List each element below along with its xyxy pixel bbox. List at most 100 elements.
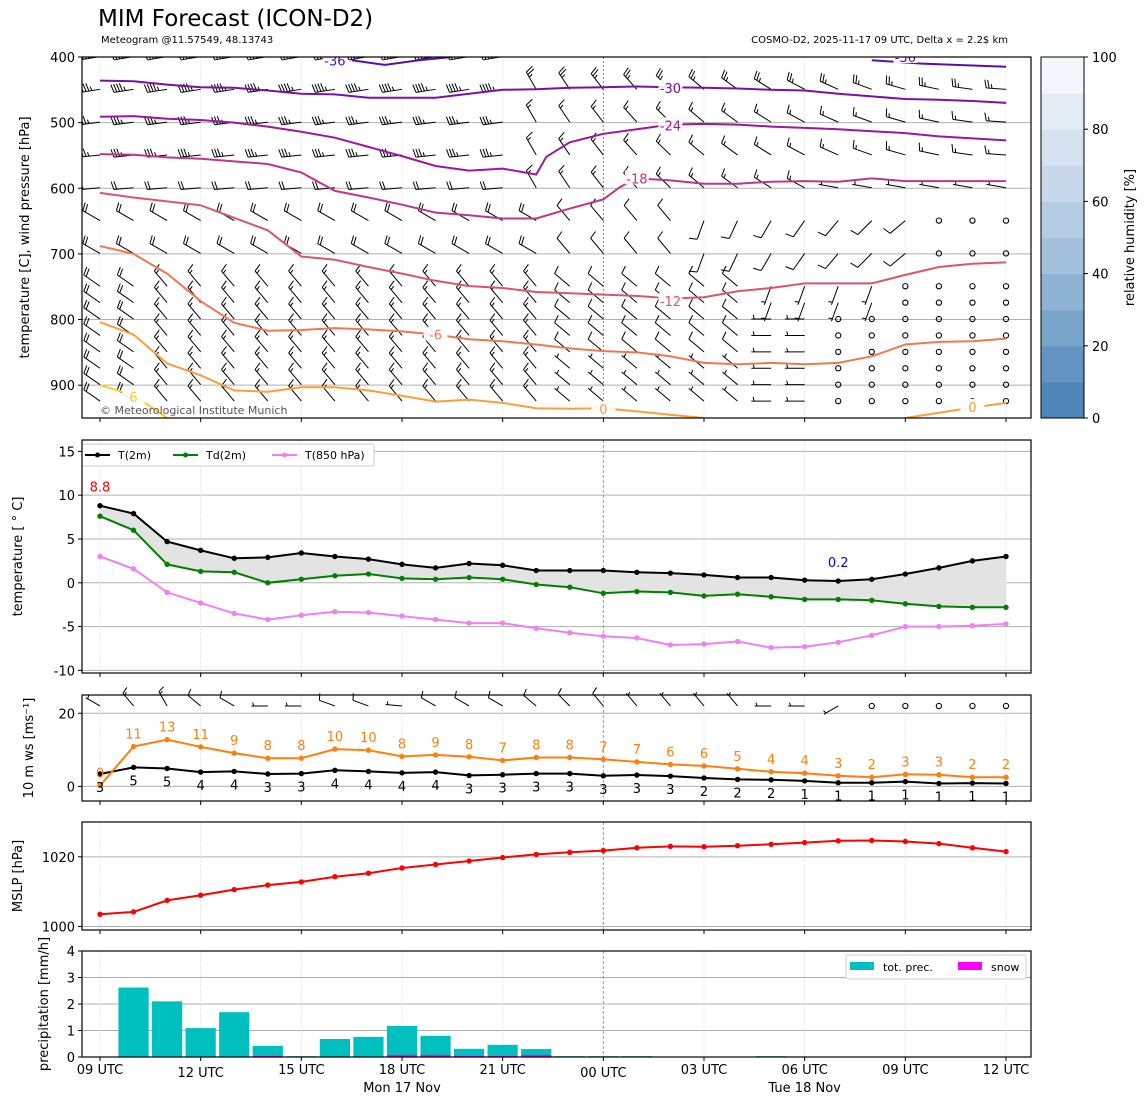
wind-barb-icon [279, 57, 302, 61]
wind-barb-icon [587, 282, 604, 304]
data-point [432, 769, 439, 775]
barb-half [390, 351, 394, 356]
barb-full [721, 298, 727, 307]
barb-full [658, 38, 662, 45]
barb-half [657, 106, 661, 111]
barb-staff [587, 338, 604, 353]
x-tick-label: 21 UTC [479, 1063, 525, 1078]
barb-staff [319, 699, 336, 707]
barb-staff [722, 322, 738, 336]
calm-wind-icon [969, 348, 976, 356]
wind-barb-icon [187, 346, 202, 369]
barb-full [85, 383, 90, 392]
barb-full [688, 298, 693, 307]
wind-barb-icon [187, 378, 202, 402]
wind-barb-icon [787, 39, 804, 56]
calm-wind-icon [969, 283, 976, 290]
barb-half [789, 110, 792, 115]
wind-barb-icon [412, 83, 436, 93]
barb-staff [180, 187, 201, 190]
contour-label: 0 [968, 401, 976, 416]
y-tick-label: 0 [67, 780, 75, 795]
wind-barb-icon [278, 116, 302, 126]
barb-staff [623, 237, 638, 254]
barb-staff [523, 694, 537, 707]
barb-half [657, 386, 660, 391]
barb-full [187, 688, 192, 696]
barb-half [323, 335, 327, 340]
barb-staff [183, 210, 201, 222]
barb-half [256, 351, 260, 356]
barb-half [559, 170, 564, 175]
barb-full [212, 57, 216, 61]
barb-full [558, 99, 565, 107]
barb-full [250, 148, 255, 157]
barb-staff [288, 352, 302, 369]
barb-half [524, 384, 529, 389]
data-point [130, 566, 137, 572]
barb-staff [590, 237, 604, 254]
wind-barb-icon [388, 313, 403, 336]
barb-staff [689, 44, 704, 57]
barb-full [183, 148, 188, 157]
wind-barb-icon [221, 362, 235, 386]
barb-staff [388, 336, 403, 353]
y-axis-label: MSLP [hPa] [11, 840, 26, 912]
precip-bar [219, 1012, 250, 1057]
barb-full [110, 149, 115, 158]
barb-half [254, 119, 258, 124]
barb-full [656, 36, 660, 43]
wind-barb-icon [451, 235, 470, 254]
barb-staff [889, 220, 906, 234]
barb-full [558, 132, 565, 139]
barb-full [414, 57, 417, 61]
wind-barb-icon [751, 314, 772, 320]
data-point [869, 597, 875, 603]
barb-half [424, 384, 428, 389]
contour-label-bg [960, 398, 985, 413]
data-point [701, 593, 707, 599]
barb-full [278, 116, 283, 125]
data-point [1003, 621, 1009, 627]
wind-barb-icon [688, 220, 705, 240]
barb-full [153, 378, 160, 387]
barb-full [82, 83, 87, 92]
barb-staff [317, 243, 336, 254]
wind-barb-icon [557, 687, 571, 707]
barb-full [621, 265, 626, 274]
barb-full [118, 57, 121, 60]
calm-wind-icon [969, 702, 976, 710]
barb-staff [321, 303, 336, 320]
barb-half [456, 119, 459, 124]
wind-barb-icon [455, 346, 470, 369]
barb-half [559, 137, 564, 142]
data-point [130, 510, 137, 517]
wind-barb-icon [951, 143, 973, 156]
wind-barb-icon [116, 348, 134, 369]
barb-full [83, 365, 88, 374]
wind-barb-icon [388, 378, 403, 402]
axes-frame [81, 439, 1032, 674]
series-line-gusts [99, 738, 1006, 787]
colorbar-frame [1040, 56, 1085, 419]
barb-staff [624, 42, 637, 57]
wind-barb-icon [861, 286, 873, 306]
wind-barb-icon [321, 362, 336, 386]
barb-full [280, 83, 286, 93]
barb-staff [986, 87, 1007, 90]
barb-half [222, 368, 227, 373]
wind-barb-icon [721, 331, 738, 353]
contour-label-bg [591, 400, 616, 415]
wind-barb-icon [523, 264, 537, 287]
colorbar-segment [1041, 309, 1084, 347]
barb-staff [688, 387, 705, 402]
barb-half [321, 152, 325, 157]
gust-label: 3 [834, 757, 842, 772]
barb-half [724, 369, 727, 375]
wind-barb-icon [244, 181, 268, 190]
wind-barb-icon [110, 148, 134, 158]
barb-full [590, 165, 597, 173]
wind-barb-icon [83, 381, 101, 402]
barb-staff [554, 305, 571, 320]
